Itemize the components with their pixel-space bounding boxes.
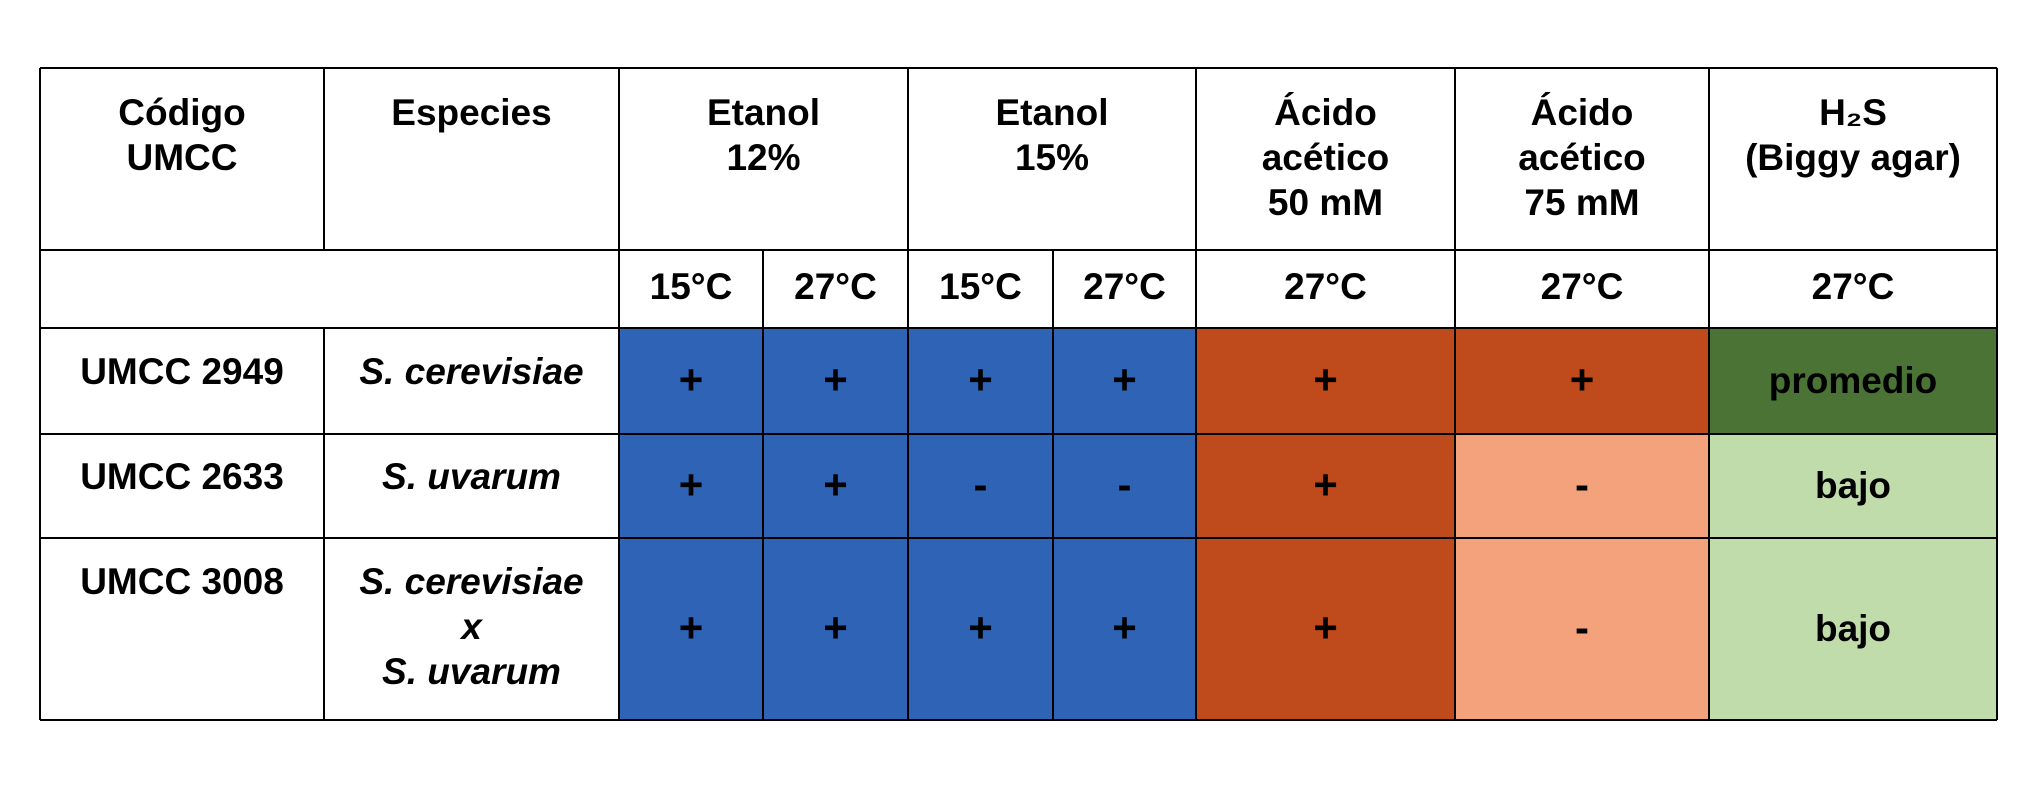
temperature-label: 27°C [1284,266,1367,307]
result-cell [1196,538,1455,720]
header-label: Especies [391,92,551,133]
species-name: S. uvarum [382,456,561,497]
result-cell [763,538,908,720]
header-label: Ácido [1274,92,1377,133]
result-cell [619,538,763,720]
result-value: + [823,604,848,651]
result-value: + [679,356,704,403]
result-cell [908,434,1053,538]
result-value: + [1570,356,1595,403]
temperature-label: 15°C [650,266,733,307]
temperature-label: 27°C [794,266,877,307]
result-value: - [1575,604,1589,651]
header-label: UMCC [127,137,238,178]
temperature-label: 27°C [1541,266,1624,307]
result-value: bajo [1815,608,1891,649]
result-value: + [823,356,848,403]
header-label: H₂S [1819,92,1887,133]
species-name: S. cerevisiae [359,351,583,392]
header-label: 75 mM [1524,182,1639,223]
result-cell [1455,538,1709,720]
species-name: x [459,606,483,647]
species-name: S. uvarum [382,651,561,692]
result-cell [1053,434,1196,538]
header-label: (Biggy agar) [1745,137,1961,178]
result-value: - [1575,461,1589,508]
result-cell [908,328,1053,434]
result-cell [1196,328,1455,434]
result-value: promedio [1769,360,1938,401]
result-value: bajo [1815,465,1891,506]
header-label: Ácido [1531,92,1634,133]
header-label: 12% [726,137,800,178]
strain-code: UMCC 3008 [80,561,284,602]
result-value: - [1118,461,1132,508]
result-value: + [1313,604,1338,651]
result-value: + [968,356,993,403]
result-cell [908,538,1053,720]
result-cell [619,328,763,434]
result-value: + [968,604,993,651]
header-label: Etanol [995,92,1108,133]
result-cell [1053,328,1196,434]
header-label: acético [1262,137,1390,178]
result-cell [1709,328,1997,434]
species-name: S. cerevisiae [359,561,583,602]
result-cell [1455,328,1709,434]
result-cell [1196,434,1455,538]
result-cell [1709,538,1997,720]
result-value: + [1112,604,1137,651]
temperature-label: 27°C [1812,266,1895,307]
result-value: + [679,461,704,508]
header-label: 50 mM [1268,182,1383,223]
header-label: 15% [1015,137,1089,178]
header-label: Etanol [707,92,820,133]
temperature-label: 27°C [1083,266,1166,307]
result-cell [763,434,908,538]
result-value: + [1112,356,1137,403]
result-cell [619,434,763,538]
header-label: acético [1518,137,1646,178]
result-value: + [1313,461,1338,508]
result-cell [1709,434,1997,538]
result-value: + [823,461,848,508]
result-value: + [679,604,704,651]
result-cell [1053,538,1196,720]
result-cell [763,328,908,434]
result-cell [1455,434,1709,538]
result-value: + [1313,356,1338,403]
strain-code: UMCC 2949 [80,351,284,392]
strain-code: UMCC 2633 [80,456,284,497]
header-label: Código [118,92,245,133]
temperature-label: 15°C [939,266,1022,307]
result-value: - [974,461,988,508]
